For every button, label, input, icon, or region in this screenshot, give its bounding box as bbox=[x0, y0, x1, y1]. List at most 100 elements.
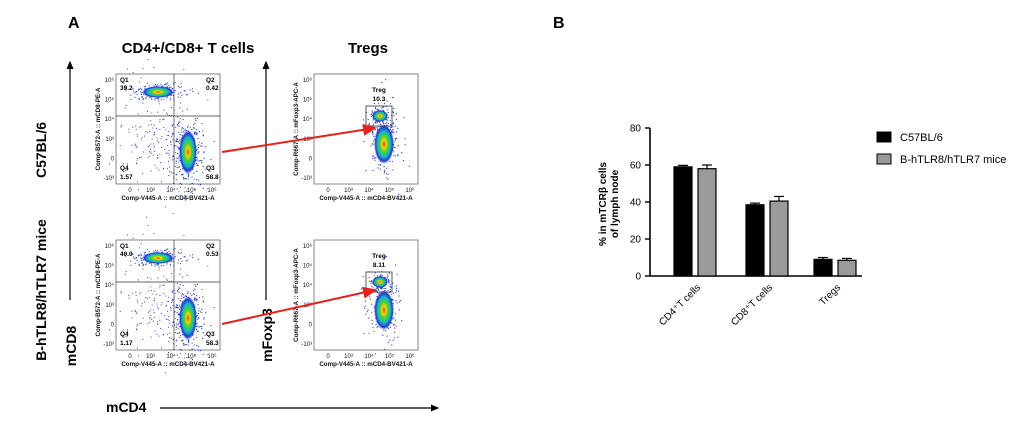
event-dot bbox=[108, 329, 111, 331]
event-dot bbox=[149, 151, 151, 153]
event-dot bbox=[387, 117, 389, 119]
event-dot bbox=[157, 250, 159, 252]
event-dot bbox=[197, 325, 199, 327]
event-dot bbox=[388, 278, 390, 281]
y-tick-label: -10³ bbox=[301, 176, 312, 182]
event-dot bbox=[373, 274, 375, 276]
event-dot bbox=[193, 344, 195, 346]
event-dot bbox=[165, 152, 167, 154]
event-dot bbox=[372, 155, 374, 157]
event-dot bbox=[160, 249, 162, 251]
event-dot bbox=[140, 125, 142, 127]
event-dot bbox=[389, 283, 391, 286]
event-dot bbox=[176, 145, 178, 147]
event-dot bbox=[132, 71, 134, 73]
event-dot bbox=[150, 143, 152, 145]
event-dot bbox=[202, 296, 204, 298]
event-dot bbox=[136, 325, 138, 327]
event-dot bbox=[203, 152, 205, 154]
event-dot bbox=[372, 326, 374, 329]
event-dot bbox=[149, 318, 151, 320]
event-dot bbox=[183, 344, 185, 346]
event-dot bbox=[397, 127, 399, 129]
event-dot bbox=[191, 342, 193, 344]
event-dot bbox=[144, 251, 147, 253]
event-dot bbox=[176, 282, 178, 284]
event-dot bbox=[136, 163, 138, 165]
event-dot bbox=[141, 262, 144, 264]
event-dot bbox=[206, 354, 208, 356]
event-dot bbox=[170, 302, 173, 304]
event-dot bbox=[184, 361, 186, 363]
event-dot bbox=[176, 311, 178, 313]
event-dot bbox=[195, 129, 198, 131]
event-dot bbox=[178, 259, 180, 261]
y-tick-label: 10⁶ bbox=[105, 77, 115, 84]
event-dot bbox=[183, 90, 185, 92]
event-dot bbox=[167, 152, 169, 154]
event-dot bbox=[376, 121, 378, 123]
event-dot bbox=[139, 293, 141, 295]
event-dot bbox=[193, 178, 195, 180]
event-dot bbox=[202, 130, 204, 132]
event-dot bbox=[205, 312, 207, 314]
event-dot bbox=[130, 260, 132, 262]
event-dot bbox=[181, 293, 183, 295]
x-tick-label: 10⁴ bbox=[166, 353, 176, 360]
event-dot bbox=[167, 318, 169, 320]
event-dot bbox=[138, 189, 140, 191]
event-dot bbox=[365, 170, 367, 172]
event-dot bbox=[213, 307, 215, 309]
event-dot bbox=[177, 290, 179, 292]
event-dot bbox=[376, 108, 378, 111]
event-dot bbox=[164, 149, 166, 151]
event-dot bbox=[175, 151, 177, 153]
event-dot bbox=[153, 85, 155, 87]
event-dot bbox=[387, 173, 389, 175]
event-dot bbox=[385, 276, 387, 278]
event-dot bbox=[179, 300, 181, 302]
y-tick-label: 10⁴ bbox=[303, 116, 313, 123]
event-dot bbox=[182, 131, 184, 133]
event-dot bbox=[160, 304, 162, 306]
event-dot bbox=[376, 326, 378, 328]
event-dot bbox=[144, 135, 146, 137]
event-dot bbox=[163, 126, 165, 129]
event-dot bbox=[142, 233, 144, 235]
x-tick-label: 10³ bbox=[344, 188, 353, 194]
event-dot bbox=[139, 247, 141, 249]
event-dot bbox=[199, 311, 201, 313]
event-dot bbox=[195, 298, 197, 300]
event-dot bbox=[381, 275, 383, 277]
event-dot bbox=[177, 141, 179, 143]
event-dot bbox=[125, 336, 127, 338]
q3-name: Q3 bbox=[206, 331, 215, 338]
event-dot bbox=[141, 259, 143, 262]
x-tick-label: 10⁵ bbox=[385, 187, 395, 194]
event-dot bbox=[184, 256, 186, 258]
event-dot bbox=[157, 277, 159, 279]
event-dot bbox=[384, 102, 386, 104]
event-dot bbox=[153, 309, 155, 311]
event-dot bbox=[171, 132, 173, 134]
red-arrow-row1 bbox=[221, 123, 377, 153]
event-dot bbox=[174, 248, 176, 250]
event-dot bbox=[124, 273, 126, 275]
category-label: CD8⁺T cells bbox=[729, 282, 775, 328]
category-label: CD4⁺T cells bbox=[657, 282, 703, 328]
event-dot bbox=[181, 131, 183, 133]
event-dot bbox=[185, 365, 187, 367]
event-dot bbox=[152, 127, 154, 129]
event-dot bbox=[210, 159, 212, 161]
event-dot bbox=[403, 160, 405, 162]
event-dot bbox=[153, 146, 155, 148]
event-dot bbox=[382, 334, 384, 336]
event-dot bbox=[179, 348, 181, 350]
event-dot bbox=[134, 262, 136, 264]
event-dot bbox=[179, 335, 182, 337]
x-tick-label: 0 bbox=[326, 188, 330, 194]
event-dot bbox=[199, 184, 202, 186]
event-dot bbox=[168, 186, 170, 188]
y-tick-label: 10⁵ bbox=[303, 263, 313, 270]
event-dot bbox=[170, 86, 172, 88]
